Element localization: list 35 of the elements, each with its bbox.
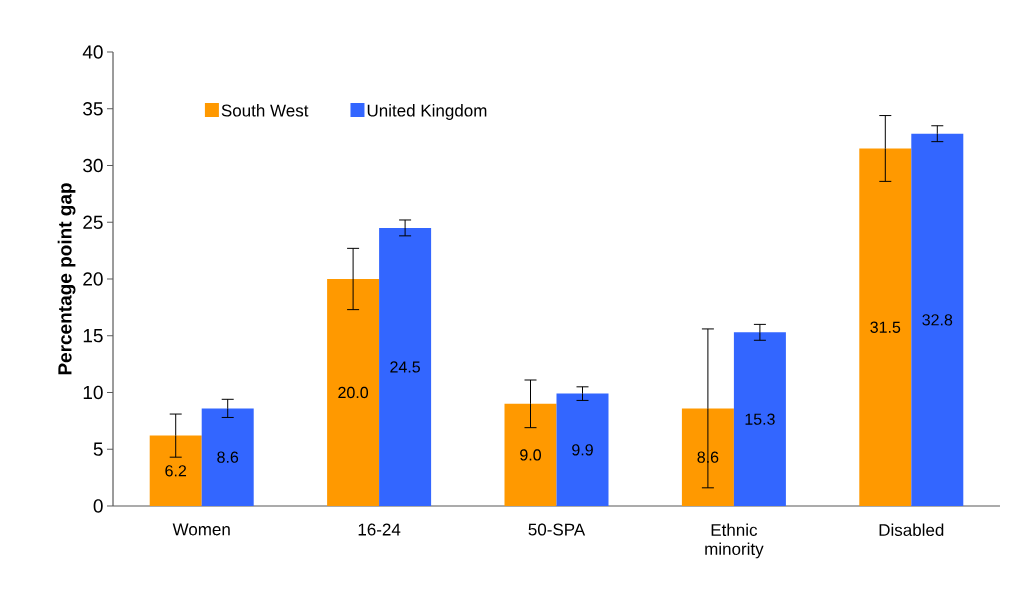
bar xyxy=(733,332,786,506)
y-tick-label: 35 xyxy=(83,102,103,116)
data-label: 24.5 xyxy=(390,361,420,373)
y-tick-label: 0 xyxy=(93,499,103,513)
bar xyxy=(327,278,380,506)
x-tick-label: 50-SPA xyxy=(528,523,586,536)
bar xyxy=(911,133,964,506)
x-tick-label: 16-24 xyxy=(358,523,401,536)
data-label: 20.0 xyxy=(338,386,369,399)
data-label: 9.0 xyxy=(520,449,541,461)
x-tick-label: Women xyxy=(172,523,230,536)
data-label: 9.9 xyxy=(572,444,593,456)
y-tick-label: 30 xyxy=(83,158,103,173)
y-tick-label: 40 xyxy=(82,45,103,59)
legend-label: South West xyxy=(221,104,309,117)
data-label: 32.8 xyxy=(922,314,953,326)
x-tick-label: Disabled xyxy=(879,523,944,537)
y-tick-label: 15 xyxy=(83,329,103,343)
bar xyxy=(859,148,912,506)
y-tick-label: 5 xyxy=(93,442,103,456)
bar xyxy=(201,408,254,506)
bar xyxy=(149,435,202,506)
data-label: 15.3 xyxy=(745,413,775,425)
data-label: 31.5 xyxy=(870,321,901,333)
y-tick-label: 10 xyxy=(83,385,103,400)
legend-label: United Kingdom xyxy=(367,104,487,120)
data-label: 8.6 xyxy=(217,451,239,463)
data-label: 6.2 xyxy=(165,465,187,477)
bar xyxy=(504,403,557,506)
y-axis-title: Percentage point gap xyxy=(57,183,76,375)
y-tick-label: 20 xyxy=(83,272,103,286)
y-tick-label: 25 xyxy=(83,215,103,229)
bar xyxy=(379,227,432,506)
x-tick-label: Ethnic minority xyxy=(705,523,764,559)
bar xyxy=(556,393,609,506)
